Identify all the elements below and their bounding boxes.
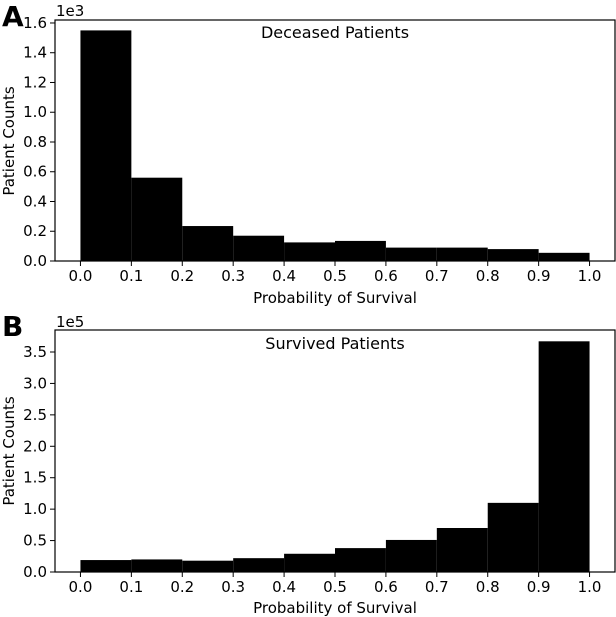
bar-a-5	[335, 240, 386, 261]
bar-a-0	[80, 30, 132, 261]
bar-b-8	[487, 502, 539, 572]
bar-b-9	[538, 341, 590, 572]
bar-a-8	[487, 249, 539, 261]
bar-a-6	[385, 247, 437, 261]
chart-title-a: Deceased Patients	[261, 23, 409, 42]
bar-a-4	[284, 242, 335, 261]
x-tick-label-b-6: 0.6	[374, 578, 398, 596]
x-tick-label-b-1: 0.1	[119, 578, 143, 596]
bar-b-1	[131, 559, 183, 572]
bar-b-5	[335, 548, 386, 572]
bar-a-7	[436, 247, 488, 261]
bar-b-4	[284, 553, 335, 572]
y-axis-label-b: Patient Counts	[0, 396, 18, 506]
y-tick-label-a-4: 0.8	[23, 133, 47, 151]
y-tick-label-b-5: 2.5	[23, 406, 47, 424]
x-tick-label-a-7: 0.7	[425, 267, 449, 285]
x-tick-label-b-5: 0.5	[323, 578, 347, 596]
bar-a-1	[131, 177, 183, 261]
y-tick-label-b-3: 1.5	[23, 469, 47, 487]
y-tick-label-a-0: 0.0	[23, 252, 47, 270]
bar-a-3	[233, 235, 285, 261]
bar-b-2	[182, 560, 234, 572]
x-tick-label-a-3: 0.3	[221, 267, 245, 285]
y-tick-label-a-7: 1.4	[23, 44, 47, 62]
x-tick-label-a-8: 0.8	[476, 267, 500, 285]
y-multiplier-b: 1e5	[56, 313, 84, 331]
panel-b: B 1e5 Survived Patients Probability of S…	[0, 310, 616, 617]
bar-b-6	[385, 539, 437, 572]
y-multiplier-a: 1e3	[56, 2, 84, 20]
panel-letter-b: B	[2, 310, 23, 343]
y-tick-label-a-3: 0.6	[23, 163, 47, 181]
y-tick-label-a-5: 1.0	[23, 103, 47, 121]
x-tick-label-a-9: 0.9	[527, 267, 551, 285]
x-tick-label-b-0: 0.0	[69, 578, 93, 596]
x-tick-label-a-4: 0.4	[272, 267, 296, 285]
bar-b-7	[436, 528, 488, 572]
x-axis-label-b: Probability of Survival	[253, 599, 417, 617]
y-tick-label-b-1: 0.5	[23, 532, 47, 550]
x-tick-label-b-2: 0.2	[170, 578, 194, 596]
y-tick-label-b-4: 2.0	[23, 437, 47, 455]
x-tick-label-b-10: 1.0	[578, 578, 602, 596]
x-tick-label-a-2: 0.2	[170, 267, 194, 285]
y-tick-label-b-0: 0.0	[23, 563, 47, 581]
x-tick-label-b-9: 0.9	[527, 578, 551, 596]
y-tick-label-b-6: 3.0	[23, 374, 47, 392]
x-tick-label-a-5: 0.5	[323, 267, 347, 285]
x-tick-label-b-3: 0.3	[221, 578, 245, 596]
y-axis-label-a: Patient Counts	[0, 86, 18, 196]
y-tick-label-b-7: 3.5	[23, 343, 47, 361]
y-tick-label-a-1: 0.2	[23, 222, 47, 240]
y-tick-label-a-6: 1.2	[23, 73, 47, 91]
y-tick-label-a-8: 1.6	[23, 14, 47, 32]
bar-b-3	[233, 558, 285, 572]
x-tick-label-a-1: 0.1	[119, 267, 143, 285]
x-tick-label-b-4: 0.4	[272, 578, 296, 596]
x-axis-label-a: Probability of Survival	[253, 289, 417, 307]
panel-letter-a: A	[2, 0, 24, 33]
chart-title-b: Survived Patients	[265, 334, 404, 353]
x-tick-label-b-7: 0.7	[425, 578, 449, 596]
y-tick-label-a-2: 0.4	[23, 192, 47, 210]
panel-a: A 1e3 Deceased Patients Probability of S…	[0, 0, 616, 307]
bar-a-2	[182, 226, 234, 261]
x-tick-label-a-0: 0.0	[69, 267, 93, 285]
x-tick-label-b-8: 0.8	[476, 578, 500, 596]
y-tick-label-b-2: 1.0	[23, 500, 47, 518]
bar-b-0	[80, 560, 132, 572]
bar-a-9	[538, 252, 590, 261]
x-tick-label-a-10: 1.0	[578, 267, 602, 285]
x-tick-label-a-6: 0.6	[374, 267, 398, 285]
